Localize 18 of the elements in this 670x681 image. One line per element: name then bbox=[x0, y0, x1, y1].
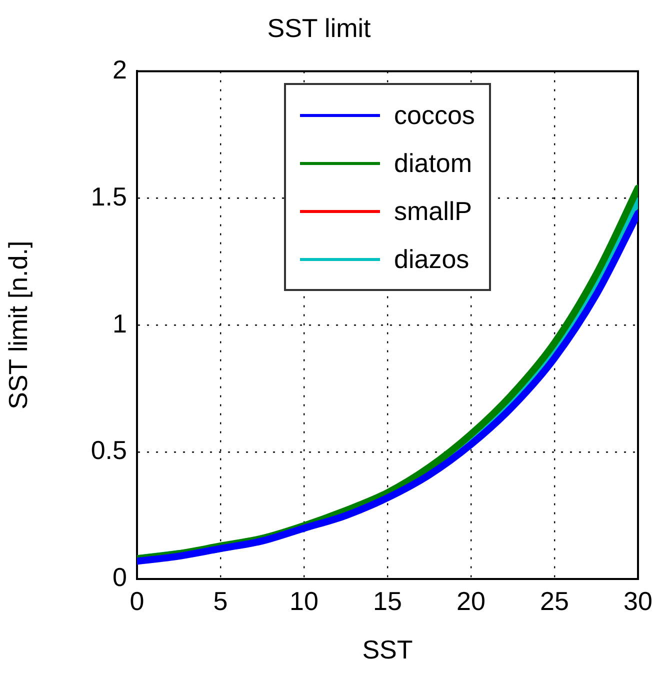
legend-label: diazos bbox=[394, 244, 470, 275]
x-tick-label: 5 bbox=[213, 586, 228, 616]
x-tick-label: 15 bbox=[373, 586, 402, 616]
y-tick-label: 2 bbox=[112, 54, 127, 84]
x-tick-label: 30 bbox=[624, 586, 652, 616]
legend-label: coccos bbox=[394, 100, 475, 131]
y-tick-label: 1.5 bbox=[90, 181, 127, 212]
y-tick-label: 0 bbox=[112, 562, 127, 592]
x-tick-label: 25 bbox=[540, 586, 569, 616]
y-axis-title: SST limit [n.d.] bbox=[2, 240, 33, 410]
x-tick-label: 10 bbox=[290, 586, 318, 616]
legend-label: smallP bbox=[394, 196, 472, 227]
legend-label: diatom bbox=[394, 148, 472, 179]
x-axis-title: SST bbox=[362, 634, 413, 665]
y-tick-label: 1 bbox=[112, 308, 127, 338]
y-tick-label: 0.5 bbox=[90, 435, 127, 466]
chart-title: SST limit bbox=[267, 12, 372, 43]
x-tick-label: 20 bbox=[456, 586, 486, 616]
